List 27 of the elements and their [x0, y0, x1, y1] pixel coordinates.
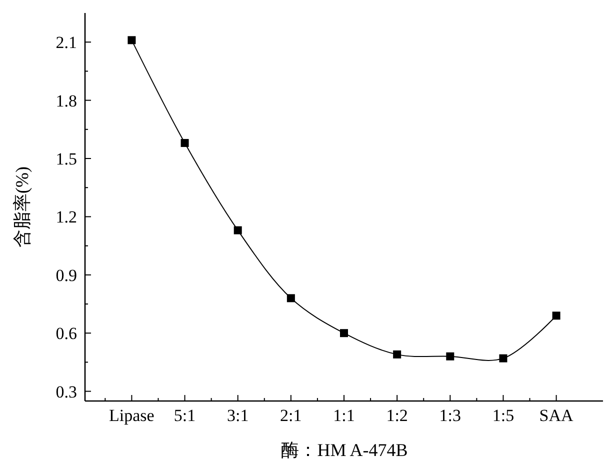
y-tick-label: 0.3 — [56, 382, 77, 402]
point — [340, 329, 348, 338]
x-tick-label: SAA — [539, 406, 574, 425]
x-tick-label: 5:1 — [174, 406, 196, 425]
x-tick-label: 1:5 — [492, 406, 514, 425]
x-tick-label: 1:3 — [439, 406, 462, 425]
y-tick-label: 1.2 — [56, 208, 77, 227]
y-tick-label: 1.8 — [56, 91, 77, 110]
x-tick-label: 2:1 — [280, 406, 302, 425]
y-tick-label: 2.1 — [56, 33, 77, 52]
x-axis-title: 酶：HM A-474B — [281, 440, 408, 460]
point — [393, 350, 402, 358]
y-axis-title: 含脂率(%) — [12, 166, 32, 248]
x-tick-label: Lipase — [109, 406, 154, 425]
x-tick-label: 3:1 — [226, 406, 249, 425]
point — [552, 312, 560, 320]
y-tick-label: 1.5 — [56, 149, 77, 168]
point — [446, 352, 454, 360]
y-tick-label: 0.9 — [56, 266, 77, 285]
x-tick-label: 1:2 — [386, 406, 408, 425]
point — [499, 354, 508, 362]
point — [286, 294, 295, 302]
point — [234, 226, 242, 234]
point — [128, 36, 136, 44]
x-tick-label: 1:1 — [333, 406, 355, 425]
y-tick-label: 0.6 — [56, 324, 77, 344]
point — [180, 138, 189, 147]
